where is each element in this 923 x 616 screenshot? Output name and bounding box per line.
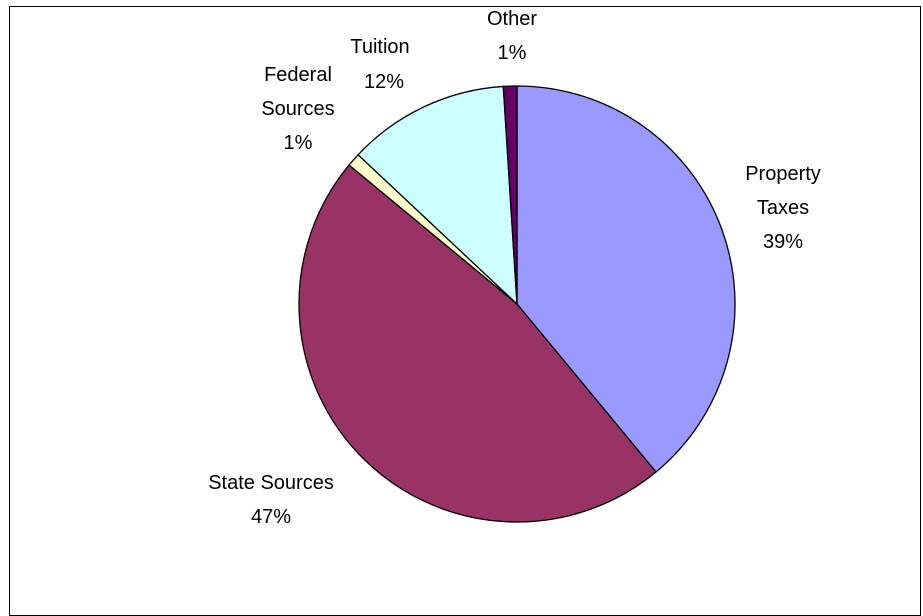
slice-label-state-sources: State Sources 47% <box>208 472 334 528</box>
slice-label-percent: 39% <box>763 231 803 253</box>
slice-label-tuition: Tuition 12% <box>350 36 409 93</box>
pie-slices <box>298 85 736 523</box>
slice-label-category: Sources <box>261 98 334 120</box>
slice-label-property-taxes: Property Taxes 39% <box>745 163 821 253</box>
slice-label-category: State Sources <box>208 472 334 494</box>
pie-labels: Property Taxes 39% State Sources 47% Federal S… <box>208 8 821 528</box>
slice-label-category: Federal <box>264 64 332 86</box>
pie-slice-state-sources <box>298 164 657 523</box>
pie-slice-other <box>502 85 518 305</box>
pie-slice-tuition <box>357 85 518 306</box>
slice-label-category: Property <box>745 163 821 185</box>
slice-label-federal-sources: Federal Sources 1% <box>261 64 334 154</box>
slice-label-percent: 1% <box>284 132 313 154</box>
slice-label-percent: 12% <box>364 71 404 93</box>
slice-label-category: Taxes <box>757 197 809 219</box>
slice-label-percent: 1% <box>498 42 527 64</box>
slice-label-category: Other <box>487 8 537 30</box>
slice-label-percent: 47% <box>251 506 291 528</box>
slice-label-other: Other 1% <box>487 8 537 64</box>
pie-slice-property-taxes <box>516 85 736 473</box>
slice-label-category: Tuition <box>350 36 409 58</box>
